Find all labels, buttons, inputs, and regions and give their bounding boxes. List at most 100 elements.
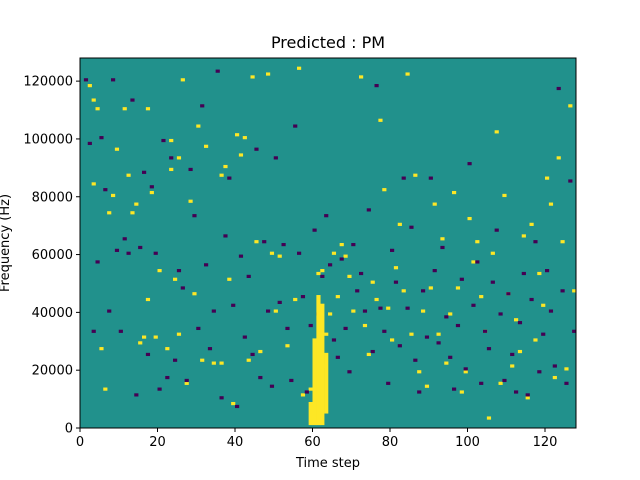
low-cell-36 <box>223 234 228 238</box>
low-cell-88 <box>424 335 430 339</box>
high-cell-60 <box>324 332 329 336</box>
low-cell-49 <box>273 156 278 160</box>
low-cell-86 <box>417 390 422 394</box>
high-cell-99 <box>479 295 484 299</box>
high-cell-88 <box>436 332 441 336</box>
high-cell-48 <box>273 309 278 313</box>
high-cell-29 <box>192 292 197 296</box>
high-cell-9 <box>122 107 127 111</box>
low-cell-15 <box>142 170 147 174</box>
high-cell-52 <box>297 66 302 70</box>
high-cell-0 <box>87 84 92 88</box>
high-cell-107 <box>510 364 515 368</box>
low-cell-16 <box>145 352 151 357</box>
low-cell-59 <box>312 228 317 232</box>
low-cell-53 <box>289 378 294 383</box>
low-cell-17 <box>149 185 154 189</box>
high-cell-108 <box>514 318 519 322</box>
low-cell-105 <box>490 280 495 284</box>
low-cell-24 <box>176 269 182 273</box>
high-cell-23 <box>173 277 178 281</box>
high-cell-32 <box>204 144 209 148</box>
low-cell-32 <box>207 347 213 351</box>
high-cell-94 <box>459 390 464 394</box>
high-cell-102 <box>490 251 495 255</box>
low-cell-112 <box>517 321 523 325</box>
y-axis-title: Frequency (Hz) <box>0 194 13 292</box>
high-cell-28 <box>188 199 193 203</box>
high-cell-98 <box>475 240 480 244</box>
low-cell-9 <box>118 329 123 333</box>
low-cell-7 <box>111 78 116 82</box>
high-cell-22 <box>169 138 174 143</box>
low-cell-34 <box>215 69 220 73</box>
high-cell-65 <box>343 254 348 258</box>
high-band-1 <box>312 338 317 426</box>
high-cell-37 <box>227 277 232 281</box>
low-cell-110 <box>510 352 515 357</box>
high-band-0 <box>308 401 313 426</box>
low-cell-67 <box>343 326 348 331</box>
x-axis-title: Time step <box>295 456 360 471</box>
low-cell-68 <box>347 370 352 374</box>
high-cell-49 <box>277 254 282 258</box>
low-cell-61 <box>320 274 325 278</box>
low-cell-42 <box>246 274 251 278</box>
high-cell-84 <box>421 309 426 313</box>
y-tick-label-2: 40000 <box>32 306 73 321</box>
low-cell-126 <box>572 329 577 333</box>
high-cell-114 <box>537 271 542 276</box>
low-cell-115 <box>529 297 534 302</box>
low-cell-52 <box>285 326 290 331</box>
low-cell-51 <box>281 243 286 247</box>
low-cell-5 <box>103 188 108 192</box>
high-cell-14 <box>142 335 147 339</box>
high-cell-51 <box>293 297 298 302</box>
high-cell-19 <box>157 269 162 273</box>
high-band-2 <box>316 295 321 426</box>
low-cell-27 <box>188 167 193 172</box>
high-cell-75 <box>386 306 391 310</box>
high-cell-113 <box>533 338 538 342</box>
high-cell-16 <box>145 107 151 111</box>
high-cell-57 <box>316 271 321 276</box>
high-cell-122 <box>568 104 573 108</box>
low-cell-77 <box>382 329 387 333</box>
high-cell-13 <box>138 341 143 345</box>
low-cell-29 <box>196 326 201 331</box>
low-cell-92 <box>440 245 445 250</box>
y-axis: 0 20000 40000 60000 80000 100000 120000 <box>23 75 80 437</box>
high-cell-117 <box>548 202 554 206</box>
low-cell-75 <box>374 84 379 88</box>
low-cell-104 <box>486 347 492 351</box>
low-cell-80 <box>393 280 399 284</box>
low-cell-14 <box>138 245 143 250</box>
y-tick-label-1: 20000 <box>32 364 73 379</box>
low-cell-116 <box>533 240 538 244</box>
high-cell-21 <box>169 167 174 172</box>
high-cell-36 <box>223 164 228 169</box>
low-cell-31 <box>204 263 209 267</box>
high-band-3 <box>320 303 325 426</box>
low-cell-95 <box>452 387 457 391</box>
low-cell-93 <box>444 315 449 319</box>
high-cell-24 <box>176 332 182 336</box>
high-cell-7 <box>111 193 116 198</box>
low-cell-46 <box>262 240 267 244</box>
low-cell-57 <box>304 390 309 394</box>
high-cell-31 <box>200 358 205 362</box>
low-cell-19 <box>157 387 162 391</box>
low-cell-70 <box>355 289 360 293</box>
low-cell-0 <box>83 78 89 82</box>
low-cell-98 <box>463 367 468 371</box>
low-cell-89 <box>428 176 433 180</box>
y-tick-label-6: 120000 <box>23 75 73 90</box>
low-cell-55 <box>297 251 302 255</box>
low-cell-69 <box>351 243 356 247</box>
x-tick-label-4: 80 <box>382 435 399 450</box>
high-cell-44 <box>254 240 259 244</box>
low-cell-109 <box>506 292 511 296</box>
high-cell-83 <box>417 370 422 374</box>
low-cell-41 <box>242 335 247 339</box>
